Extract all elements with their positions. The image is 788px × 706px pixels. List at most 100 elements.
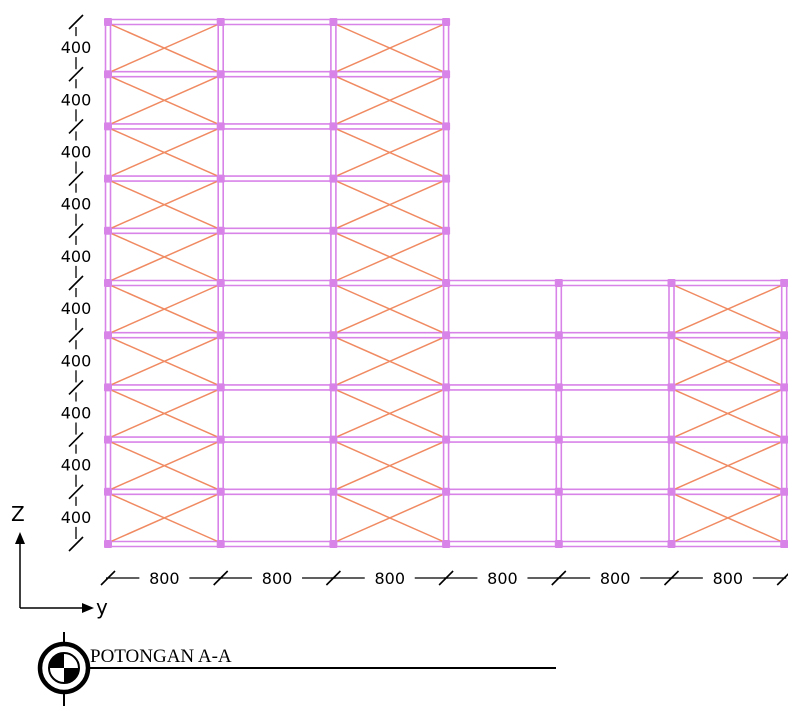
story-height-label: 400	[61, 195, 92, 214]
x-brace	[337, 285, 443, 333]
frame-joint	[216, 18, 225, 26]
frame-joint	[329, 487, 338, 496]
frame-joint	[442, 435, 451, 444]
frame-joint	[104, 122, 112, 131]
structural-frame	[104, 18, 788, 548]
frame-joint	[329, 226, 338, 235]
story-dim-tick	[68, 118, 84, 134]
frame-joint	[216, 383, 225, 392]
x-brace	[111, 24, 218, 72]
frame-joint	[442, 540, 451, 548]
frame-joint	[216, 70, 225, 79]
frame-joint	[554, 487, 563, 496]
frame-joint	[780, 279, 788, 287]
x-brace	[675, 494, 781, 542]
x-brace	[111, 389, 218, 438]
cross-bracing	[111, 24, 781, 542]
frame-joint	[442, 70, 451, 79]
bay-width-label: 800	[487, 569, 518, 588]
story-dim-tick	[68, 379, 84, 395]
frame-joint	[667, 540, 676, 548]
x-brace	[337, 76, 443, 125]
frame-joint	[329, 540, 338, 548]
x-brace	[337, 24, 443, 72]
bay-width-label: 800	[149, 569, 180, 588]
bay-width-dimensions: 800 800 800 800 800 800	[100, 569, 788, 588]
frame-joint	[442, 331, 451, 340]
frame-joint	[667, 279, 676, 287]
frame-joint	[216, 122, 225, 131]
frame-joint	[667, 383, 676, 392]
frame-joint	[216, 540, 225, 548]
frame-joint	[780, 331, 788, 340]
frame-joint	[329, 70, 338, 79]
story-height-label: 400	[61, 143, 92, 162]
story-dim-tick	[68, 327, 84, 343]
story-dim-tick	[68, 171, 84, 187]
frame-joint	[216, 331, 225, 340]
x-brace	[337, 441, 443, 490]
frame-joint	[329, 331, 338, 340]
frame-joint	[104, 18, 112, 26]
x-brace	[111, 494, 218, 542]
x-brace	[675, 441, 781, 490]
story-height-label: 400	[61, 299, 92, 318]
x-brace	[675, 337, 781, 386]
frame-joint	[104, 174, 112, 183]
frame-joint	[104, 435, 112, 444]
y-axis-arrowhead	[82, 603, 94, 613]
frame-joint	[780, 435, 788, 444]
frame-joint	[667, 331, 676, 340]
frame-joint	[554, 279, 563, 287]
section-marker-quadrant-top-left	[49, 653, 64, 668]
x-brace	[337, 337, 443, 386]
x-brace	[337, 180, 443, 229]
frame-joint	[329, 383, 338, 392]
x-brace	[111, 441, 218, 490]
frame-joint	[442, 226, 451, 235]
bay-width-label: 800	[600, 569, 631, 588]
story-height-label: 400	[61, 456, 92, 475]
story-dim-tick	[68, 275, 84, 291]
frame-joint	[104, 331, 112, 340]
y-axis-label: y	[96, 595, 108, 619]
section-marker: POTONGAN A-A	[37, 632, 556, 706]
frame-joint	[554, 435, 563, 444]
story-dim-tick	[68, 66, 84, 82]
frame-joint	[216, 226, 225, 235]
frame-joint	[329, 18, 338, 26]
frame-joint	[780, 383, 788, 392]
story-height-label: 400	[61, 38, 92, 57]
frame-joint	[780, 487, 788, 496]
axis-indicator: Z y	[11, 502, 108, 619]
frame-joint	[554, 540, 563, 548]
frame-joint	[329, 279, 338, 287]
frame-joint	[104, 226, 112, 235]
x-brace	[337, 128, 443, 177]
story-height-label: 400	[61, 404, 92, 423]
story-height-label: 400	[61, 508, 92, 527]
story-height-label: 400	[61, 351, 92, 370]
frame-joint	[216, 279, 225, 287]
story-dim-tick	[68, 14, 84, 30]
frame-joint	[104, 383, 112, 392]
z-axis-label: Z	[11, 502, 25, 526]
story-dim-tick	[68, 536, 84, 552]
story-height-label: 400	[61, 247, 92, 266]
frame-joint	[442, 279, 451, 287]
z-axis-arrowhead	[15, 532, 25, 544]
x-brace	[111, 76, 218, 125]
frame-joint	[104, 70, 112, 79]
frame-joint	[216, 487, 225, 496]
x-brace	[111, 180, 218, 229]
frame-joint	[104, 487, 112, 496]
story-height-label: 400	[61, 90, 92, 109]
section-title: POTONGAN A-A	[90, 646, 232, 667]
x-brace	[111, 337, 218, 386]
frame-joint	[442, 18, 451, 26]
frame-joint	[554, 331, 563, 340]
story-dim-tick	[68, 223, 84, 239]
bay-width-label: 800	[374, 569, 405, 588]
frame-joint	[104, 540, 112, 548]
